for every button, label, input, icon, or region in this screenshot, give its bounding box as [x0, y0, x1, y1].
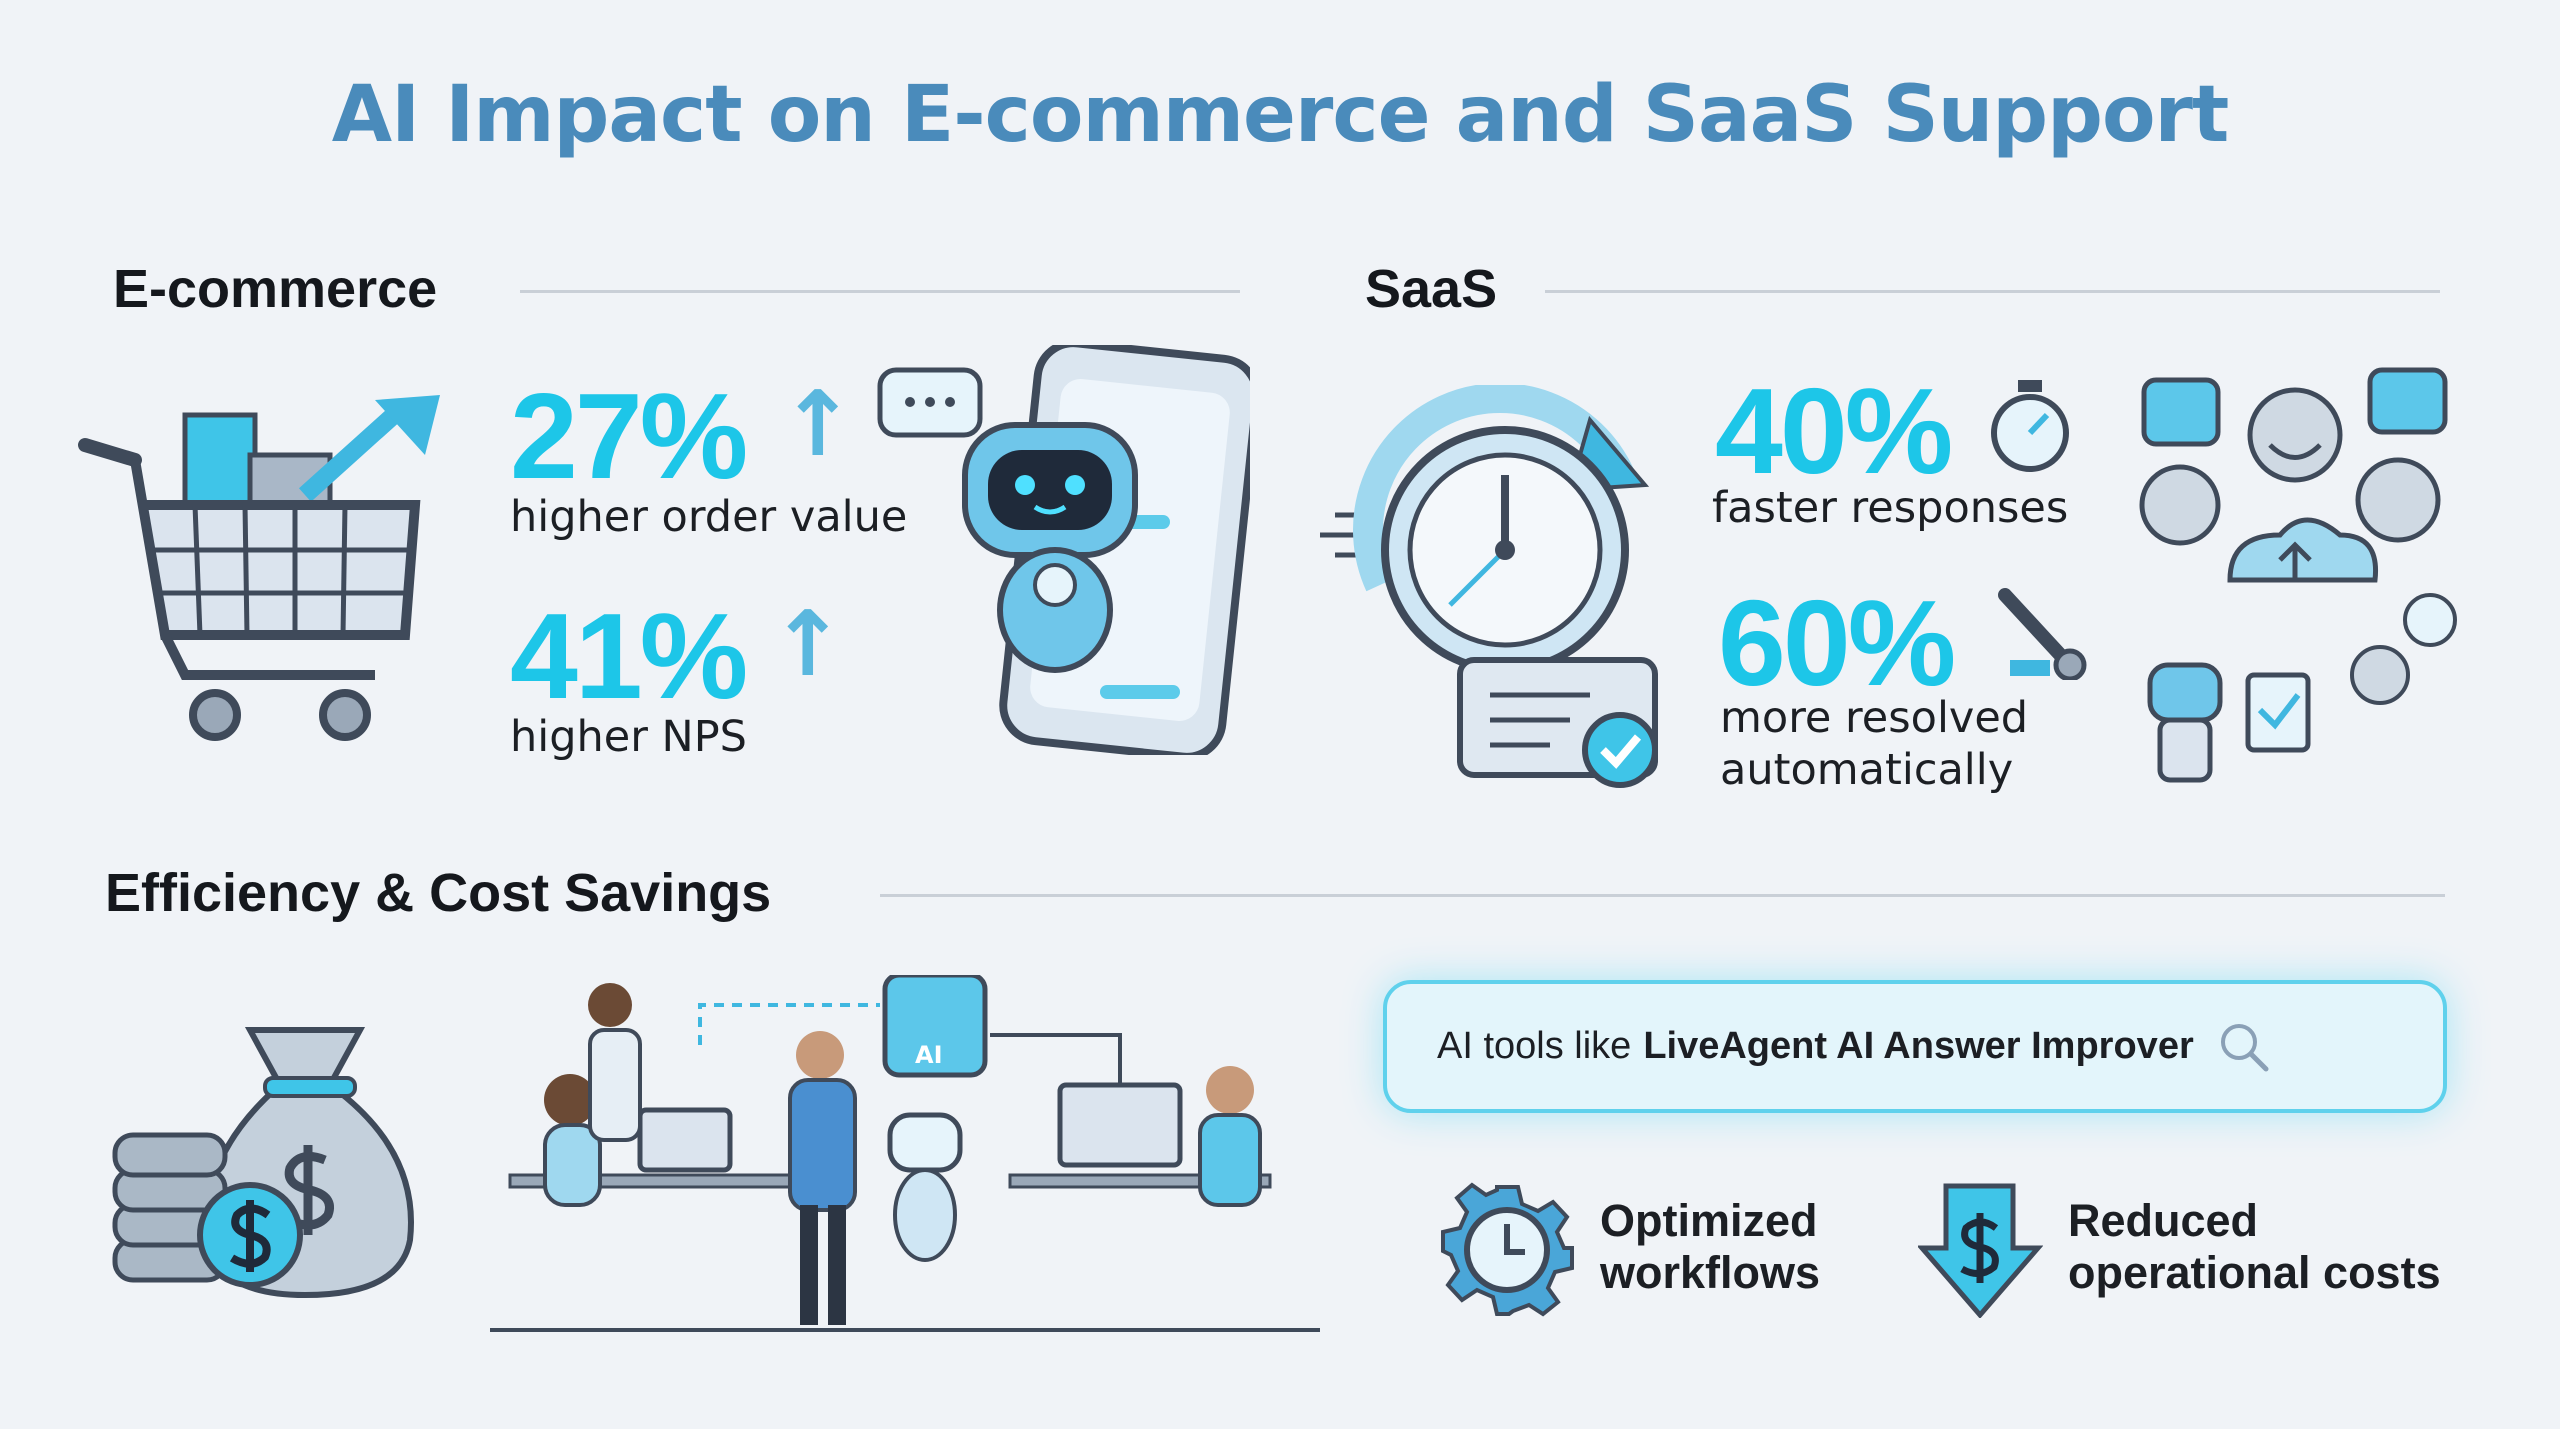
- shopping-cart-icon: [78, 395, 440, 741]
- page-title: AI Impact on E-commerce and SaaS Support: [331, 70, 2230, 160]
- feature-label: Reduced operational costs: [2068, 1195, 2441, 1299]
- stat-value: 60%: [1718, 575, 1956, 711]
- ecommerce-heading: E-commerce: [113, 259, 438, 319]
- stat-label-line1: more resolved: [1720, 693, 2029, 743]
- customer-satisfaction-illustration: [2139, 367, 2457, 783]
- stat-label: higher order value: [510, 492, 908, 542]
- clock-ticket-illustration: [1320, 385, 1658, 788]
- arrow-up-icon: ↑: [780, 372, 856, 477]
- feature-line1: Reduced: [2068, 1195, 2259, 1246]
- stopwatch-icon: [1991, 380, 2069, 472]
- search-box[interactable]: AI tools like LiveAgent AI Answer Improv…: [1383, 980, 2447, 1113]
- feature-line2: operational costs: [2068, 1246, 2441, 1298]
- money-bag-icon: [112, 1027, 414, 1299]
- feature-label: Optimized workflows: [1600, 1195, 1820, 1299]
- divider: [1545, 290, 2440, 293]
- chatbot-phone-illustration: [877, 345, 1250, 755]
- stat-value: 27%: [510, 368, 748, 504]
- feature-line1: Optimized: [1600, 1195, 1818, 1246]
- saas-heading: SaaS: [1365, 259, 1498, 319]
- product-name: LiveAgent AI Answer Improver: [1643, 1025, 2194, 1067]
- arrow-up-icon: ↑: [770, 592, 846, 697]
- divider: [520, 290, 1240, 293]
- stat-value: 41%: [510, 588, 748, 724]
- divider: [880, 894, 2445, 897]
- search-icon[interactable]: [2216, 1019, 2272, 1075]
- efficiency-heading: Efficiency & Cost Savings: [105, 863, 772, 923]
- office-team-illustration: AI: [490, 975, 1320, 1332]
- stat-label-line2: automatically: [1720, 745, 2014, 795]
- ai-badge: AI: [915, 1041, 943, 1069]
- search-prefix: AI tools like: [1437, 1025, 1632, 1067]
- gear-clock-icon: [1441, 1182, 1574, 1317]
- stat-label: higher NPS: [510, 712, 747, 762]
- stat-label: faster responses: [1712, 483, 2069, 533]
- stat-value: 40%: [1715, 363, 1953, 499]
- dollar-down-arrow-icon: [1918, 1183, 2043, 1318]
- feature-line2: workflows: [1600, 1246, 1821, 1298]
- wrench-icon: [1998, 588, 2087, 680]
